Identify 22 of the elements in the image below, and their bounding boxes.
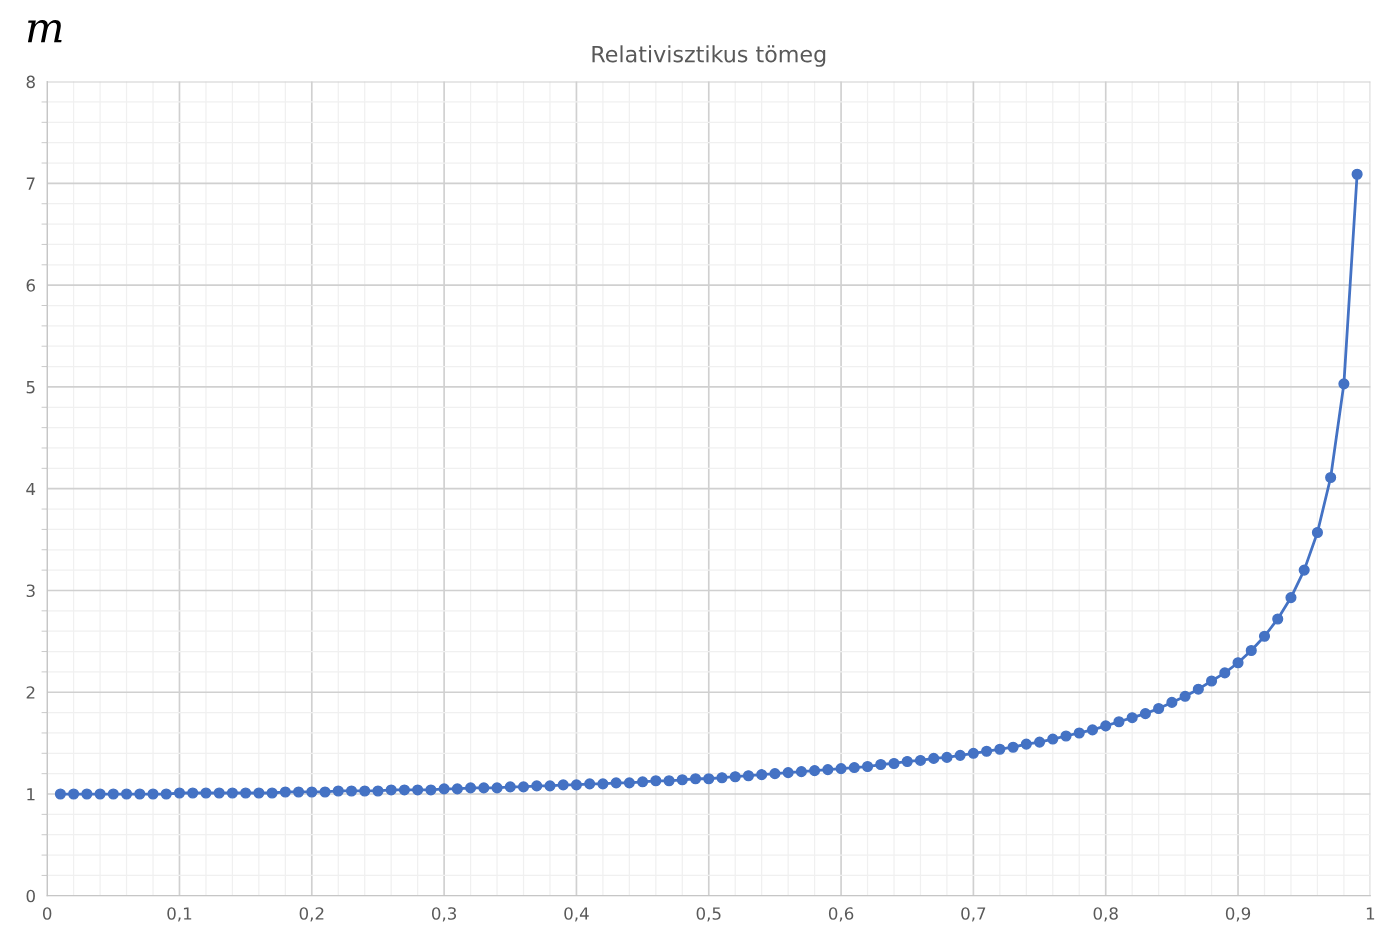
y-tick-label: 2 bbox=[26, 686, 35, 699]
y-tick-label: 5 bbox=[26, 381, 35, 394]
y-tick-label: 8 bbox=[26, 75, 35, 89]
x-tick-label: 0,2 bbox=[299, 907, 324, 922]
x-tick-label: 0,7 bbox=[961, 907, 986, 922]
x-tick-label: 0,9 bbox=[1225, 907, 1251, 922]
x-tick-label: 0,5 bbox=[696, 907, 721, 922]
y-tick-label: 0 bbox=[26, 889, 35, 903]
x-tick-label: 0,4 bbox=[564, 907, 589, 922]
x-tick-label: 1 bbox=[1366, 907, 1375, 920]
x-tick-label: 0 bbox=[42, 907, 52, 920]
y-axis-title: m bbox=[27, 19, 62, 43]
y-tick-label: 1 bbox=[27, 788, 35, 801]
x-tick-label: 0,3 bbox=[431, 907, 457, 922]
y-tick-label: 6 bbox=[26, 279, 35, 292]
x-tick-label: 0,1 bbox=[167, 907, 192, 922]
y-tick-label: 7 bbox=[26, 177, 35, 190]
y-tick-label: 3 bbox=[26, 584, 35, 598]
x-tick-label: 0,8 bbox=[1093, 907, 1118, 922]
chart-title: Relativisztikus tömeg bbox=[592, 45, 826, 67]
y-tick-label: 4 bbox=[26, 482, 36, 496]
x-tick-label: 0,6 bbox=[828, 907, 854, 922]
